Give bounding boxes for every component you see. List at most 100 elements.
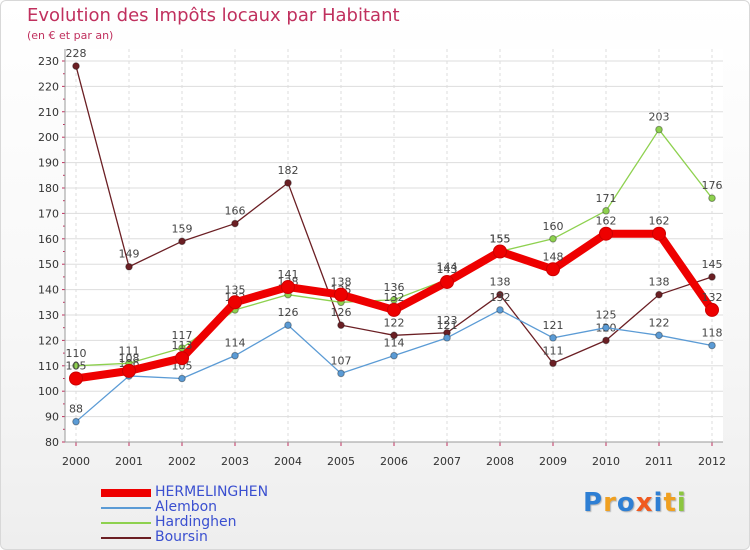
x-tick-label: 2011	[645, 455, 673, 468]
x-tick-label: 2003	[221, 455, 249, 468]
x-tick-label: 2010	[592, 455, 620, 468]
x-tick-label: 2008	[486, 455, 514, 468]
series-point-hermelinghen	[546, 262, 560, 277]
legend-label-alembon: Alembon	[155, 499, 218, 515]
y-tick-label: 230	[38, 55, 59, 68]
series-point-hardinghen	[549, 235, 557, 243]
data-label-hardinghen: 160	[543, 220, 564, 233]
legend-swatch-hermelinghen	[101, 489, 151, 497]
series-point-hardinghen	[708, 194, 716, 202]
series-point-boursin	[178, 237, 186, 246]
y-tick-label: 170	[38, 207, 59, 220]
data-label-alembon: 118	[702, 326, 723, 339]
series-point-boursin	[337, 321, 345, 329]
data-label-hermelinghen: 141	[278, 268, 299, 281]
data-label-alembon: 121	[543, 319, 564, 332]
y-tick-label: 190	[38, 157, 59, 170]
series-point-hermelinghen	[334, 287, 348, 302]
data-label-boursin: 138	[649, 276, 670, 289]
logo-letter: r	[603, 488, 617, 518]
chart-subtitle: (en € et par an)	[27, 29, 114, 42]
y-tick-label: 200	[38, 131, 59, 144]
series-point-alembon	[178, 374, 186, 383]
series-point-hardinghen	[72, 362, 80, 370]
series-point-boursin	[231, 219, 239, 228]
x-tick-label: 2012	[698, 455, 726, 468]
series-point-alembon	[602, 323, 610, 332]
x-tick-label: 2006	[380, 455, 408, 468]
y-tick-label: 140	[38, 284, 59, 297]
data-label-hermelinghen: 113	[172, 339, 193, 352]
series-point-hermelinghen	[69, 371, 83, 386]
x-tick-label: 2004	[274, 455, 302, 468]
y-tick-label: 110	[38, 360, 59, 373]
data-label-boursin: 126	[331, 306, 352, 319]
series-point-alembon	[655, 331, 663, 340]
y-tick-label: 80	[45, 436, 59, 449]
data-label-boursin: 111	[543, 344, 564, 357]
data-label-hermelinghen: 148	[543, 250, 564, 263]
data-label-boursin: 138	[490, 276, 511, 289]
data-label-alembon: 114	[384, 337, 405, 350]
data-label-alembon: 107	[331, 354, 352, 367]
legend-label-hardinghen: Hardinghen	[155, 514, 237, 530]
data-label-hermelinghen: 162	[596, 215, 617, 228]
series-point-hermelinghen	[493, 244, 507, 259]
series-point-alembon	[337, 369, 345, 378]
legend-label-hermelinghen: HERMELINGHEN	[155, 484, 269, 500]
logo-letter: t	[663, 488, 677, 518]
series-point-hermelinghen	[281, 280, 295, 295]
data-label-boursin: 122	[384, 316, 405, 329]
logo-letter: P	[583, 488, 604, 518]
series-point-boursin	[655, 290, 663, 299]
data-label-hermelinghen: 105	[66, 360, 87, 373]
data-label-hardinghen: 155	[490, 233, 511, 246]
data-label-boursin: 228	[66, 47, 87, 60]
series-point-hardinghen	[602, 207, 610, 215]
series-point-boursin	[284, 179, 292, 187]
legend-swatch-boursin	[101, 537, 151, 539]
data-label-alembon: 122	[649, 316, 670, 329]
logo-letter: i	[676, 488, 687, 518]
series-point-alembon	[231, 351, 239, 360]
series-point-boursin	[602, 336, 610, 345]
data-label-hermelinghen: 108	[119, 352, 140, 365]
y-tick-label: 90	[45, 411, 59, 424]
data-label-hardinghen: 111	[119, 344, 140, 357]
data-label-boursin: 182	[278, 164, 299, 177]
series-point-boursin	[72, 62, 80, 70]
series-point-hermelinghen	[175, 351, 189, 366]
plot-area	[65, 49, 723, 442]
series-point-hermelinghen	[705, 302, 719, 317]
series-point-alembon	[549, 334, 557, 342]
y-tick-label: 160	[38, 233, 59, 246]
data-label-hardinghen: 110	[66, 347, 87, 360]
legend-swatch-alembon	[101, 507, 151, 509]
x-tick-label: 2002	[168, 455, 196, 468]
series-point-boursin	[549, 359, 557, 368]
data-label-hermelinghen: 135	[225, 283, 246, 296]
x-tick-label: 2005	[327, 455, 355, 468]
logo-letter: x	[635, 488, 654, 518]
y-tick-label: 180	[38, 182, 59, 195]
data-label-hermelinghen: 132	[702, 291, 723, 304]
series-point-hermelinghen	[228, 295, 242, 310]
series-point-hermelinghen	[652, 226, 666, 241]
data-label-hardinghen: 171	[596, 192, 617, 205]
series-point-boursin	[125, 262, 133, 271]
y-tick-label: 220	[38, 80, 59, 93]
proxiti-logo: Proxiti	[583, 488, 687, 518]
series-point-alembon	[496, 306, 504, 314]
series-point-hermelinghen	[440, 274, 454, 289]
data-label-hermelinghen: 138	[331, 276, 352, 289]
data-label-alembon: 114	[225, 337, 246, 350]
data-label-boursin: 149	[119, 248, 140, 261]
series-point-hardinghen	[655, 125, 663, 134]
x-tick-label: 2009	[539, 455, 567, 468]
data-label-hardinghen: 117	[172, 329, 193, 342]
data-label-boursin: 145	[702, 258, 723, 271]
data-label-hardinghen: 144	[437, 260, 458, 273]
logo-letter: i	[653, 488, 664, 518]
series-point-hermelinghen	[387, 302, 401, 317]
